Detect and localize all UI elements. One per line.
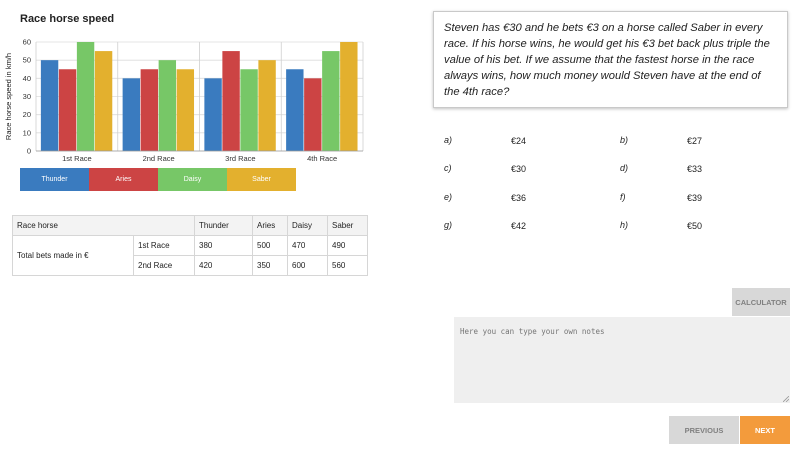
previous-button[interactable]: PREVIOUS [669,416,739,444]
resize-grip-icon[interactable] [783,396,789,402]
option-letter-h[interactable]: h) [620,220,629,230]
table-header-cell: Daisy [287,215,328,236]
option-letter-b[interactable]: b) [620,135,629,145]
bar [140,69,159,151]
question-box: Steven has €30 and he bets €3 on a horse… [433,11,788,108]
y-tick-label: 0 [27,147,31,156]
y-tick-label: 60 [23,38,31,47]
bar [204,78,222,151]
y-axis-label: Race horse speed in km/h [4,53,13,140]
table-cell: 350 [252,255,288,276]
legend-item-thunder: Thunder [20,168,89,191]
table-header-cell: Aries [252,215,288,236]
bar [176,69,195,151]
bar [340,42,358,151]
bar [40,60,59,151]
option-value-f[interactable]: €39 [687,193,703,203]
option-value-e[interactable]: €36 [511,193,527,203]
notes-textarea[interactable] [454,317,790,403]
x-tick-label: 2nd Race [143,154,175,163]
bar [76,42,95,151]
legend-item-aries: Aries [89,168,158,191]
table-group-label: Total bets made in € [12,235,134,276]
question-text: Steven has €30 and he bets €3 on a horse… [444,22,770,98]
y-tick-label: 40 [23,74,31,83]
table-cell: 420 [194,255,253,276]
chart-title: Race horse speed [20,13,115,25]
table-cell: 1st Race [133,235,195,256]
chart-legend: Thunder Aries Daisy Saber [20,168,296,191]
option-value-d[interactable]: €33 [687,164,703,174]
x-tick-label: 1st Race [62,154,92,163]
option-letter-c[interactable]: c) [444,163,452,173]
table-cell: 380 [194,235,253,256]
table-cell: 470 [287,235,328,256]
y-tick-label: 50 [23,56,31,65]
bar [122,78,141,151]
option-value-c[interactable]: €30 [511,164,527,174]
table-cell: 490 [327,235,368,256]
calculator-button[interactable]: CALCULATOR [732,288,790,316]
option-letter-e[interactable]: e) [444,192,453,202]
bar [94,51,113,151]
table-cell: 560 [327,255,368,276]
table-header-row: Race horse Thunder Aries Daisy Saber [12,215,368,236]
option-value-g[interactable]: €42 [511,221,527,231]
x-tick-label: 3rd Race [225,154,255,163]
table-header-cell: Saber [327,215,368,236]
option-value-b[interactable]: €27 [687,136,703,146]
option-letter-f[interactable]: f) [620,192,626,202]
option-letter-a[interactable]: a) [444,135,453,145]
table-row: 2nd Race 420 350 600 560 [13,255,368,276]
y-tick-label: 20 [23,110,31,119]
option-letter-d[interactable]: d) [620,163,629,173]
bar [222,51,240,151]
y-tick-label: 10 [23,128,31,137]
legend-item-daisy: Daisy [158,168,227,191]
bar-chart: 0 10 20 30 40 50 60 Race horse speed in km/h 1st… [4,38,364,163]
table-cell: 2nd Race [133,255,195,276]
option-value-a[interactable]: €24 [511,136,527,146]
legend-item-saber: Saber [227,168,296,191]
bar [322,51,340,151]
bar [158,60,177,151]
table-cell: 500 [252,235,288,256]
y-tick-label: 30 [23,92,31,101]
option-value-h[interactable]: €50 [687,221,703,231]
table-cell: 600 [287,255,328,276]
bar [58,69,77,151]
bar [258,60,276,151]
bar [286,69,304,151]
x-tick-label: 4th Race [307,154,337,163]
table-header-cell: Race horse [12,215,195,236]
bets-table: Race horse Thunder Aries Daisy Saber Tot… [12,215,368,276]
next-button[interactable]: NEXT [740,416,790,444]
bar [304,78,322,151]
option-letter-g[interactable]: g) [444,220,453,230]
table-header-cell: Thunder [194,215,253,236]
table-row: Total bets made in € 1st Race 380 500 47… [12,235,368,276]
bar [240,69,258,151]
